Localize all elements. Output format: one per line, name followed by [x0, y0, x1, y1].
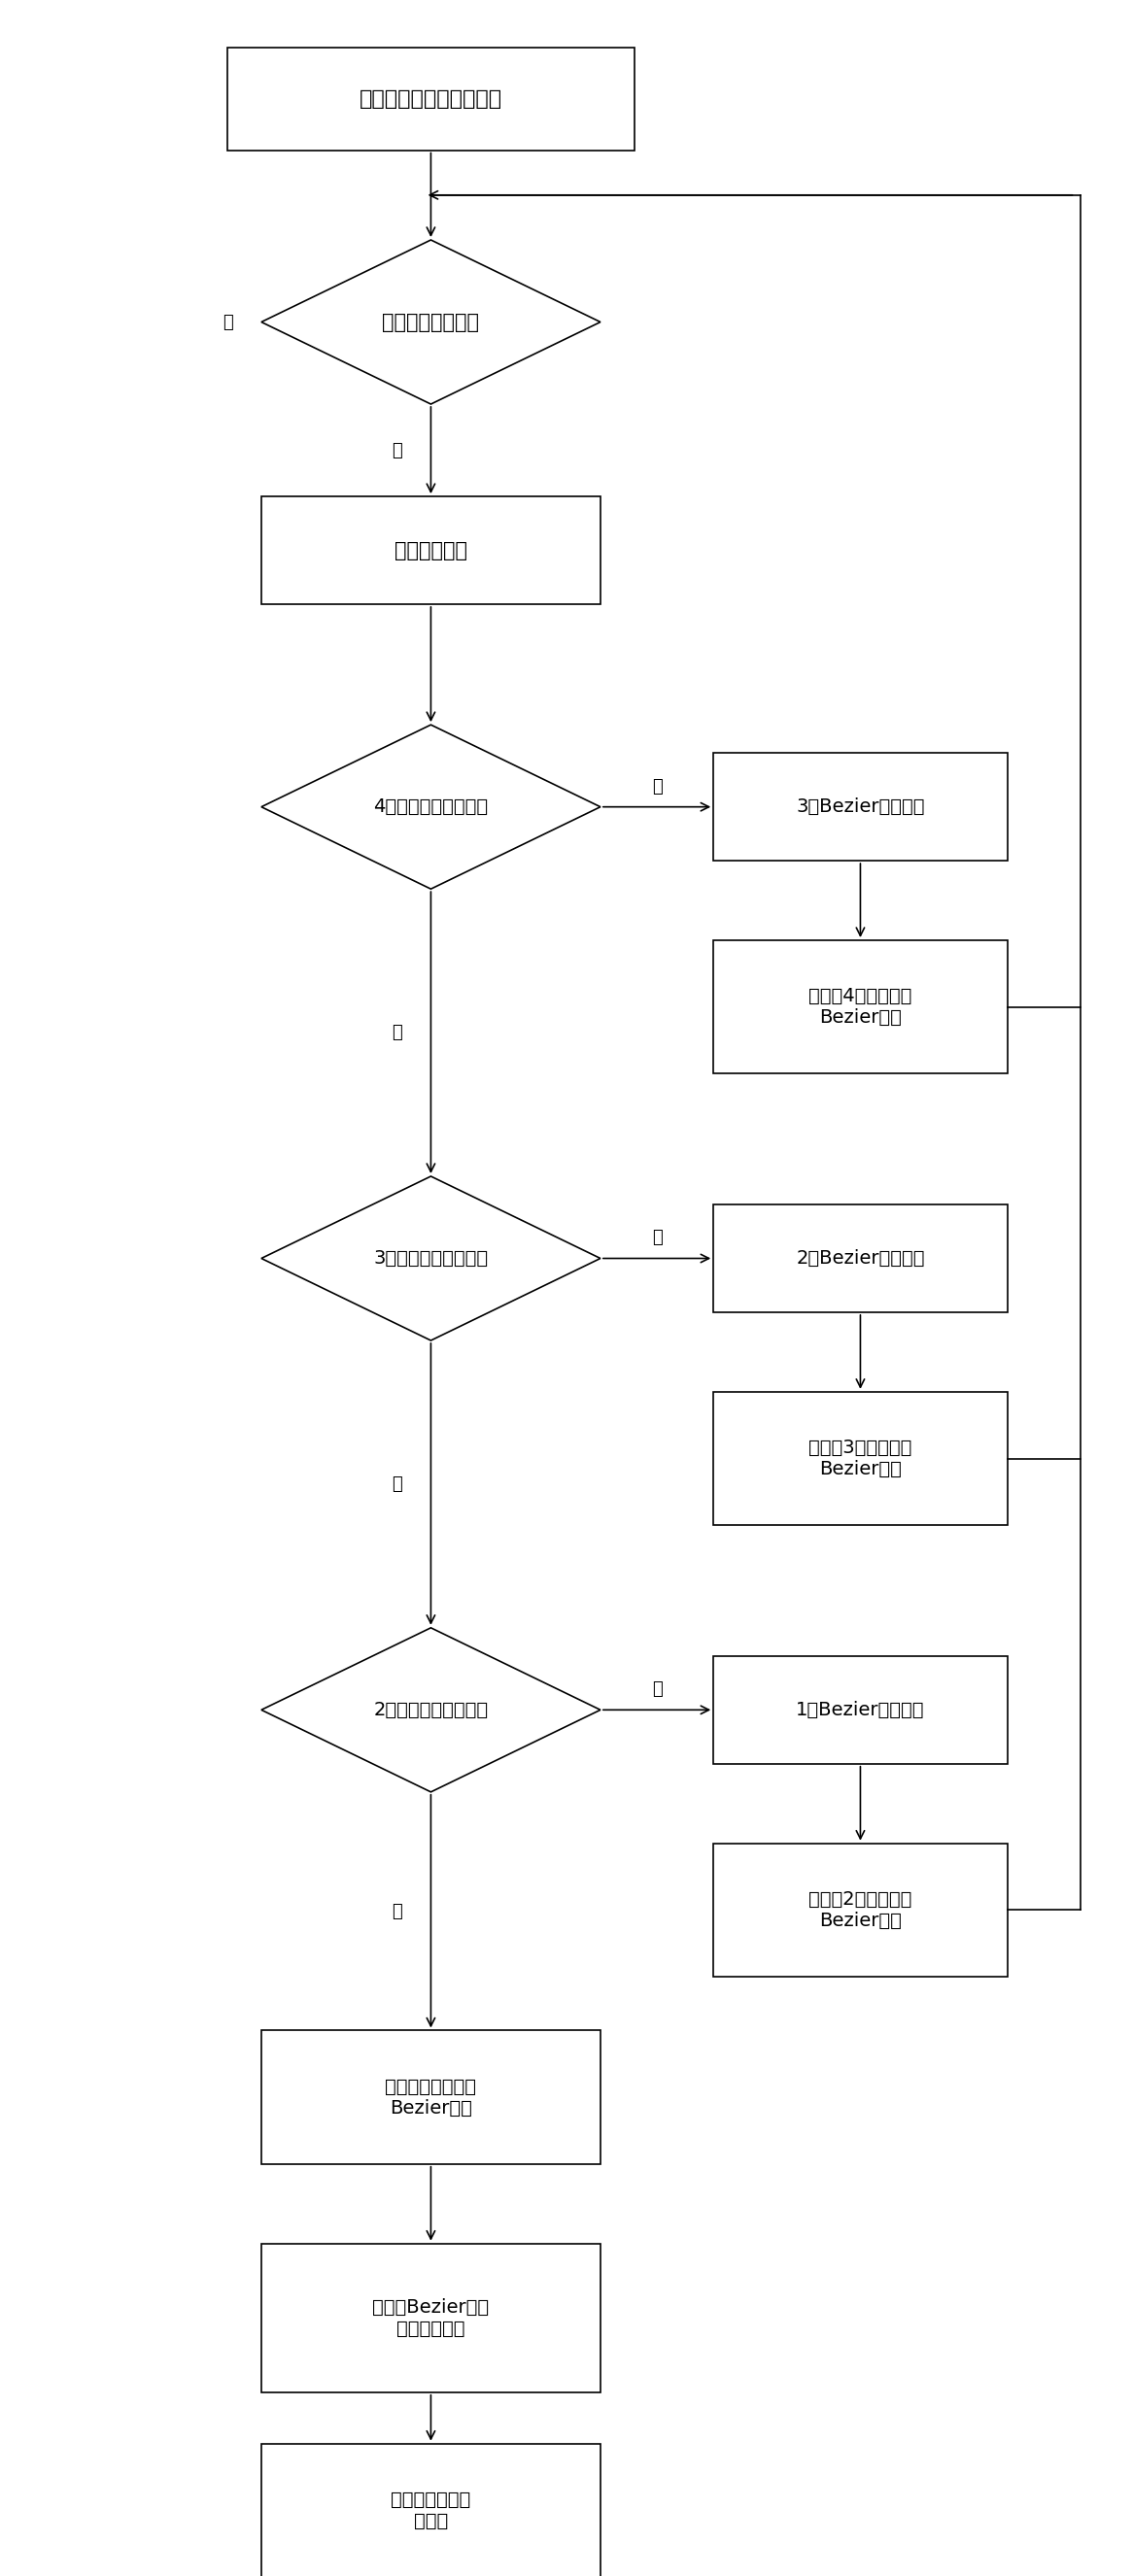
FancyBboxPatch shape	[714, 1206, 1007, 1311]
Text: 处理后续节点: 处理后续节点	[394, 541, 467, 559]
FancyBboxPatch shape	[262, 2030, 600, 2164]
Text: 是: 是	[651, 1229, 662, 1247]
FancyBboxPatch shape	[262, 2244, 600, 2393]
Text: 否: 否	[392, 1023, 402, 1041]
Text: 否: 否	[392, 1476, 402, 1494]
Text: 所有节点处理完毕: 所有节点处理完毕	[382, 312, 479, 332]
Text: 输出拼接后的最
终路径: 输出拼接后的最 终路径	[391, 2491, 471, 2530]
FancyBboxPatch shape	[714, 1844, 1007, 1976]
Text: 2次Bezier曲线处理: 2次Bezier曲线处理	[796, 1249, 925, 1267]
Polygon shape	[262, 1177, 600, 1340]
Text: 1次Bezier曲线处理: 1次Bezier曲线处理	[796, 1700, 925, 1718]
Polygon shape	[262, 1628, 600, 1793]
Text: 否: 否	[392, 440, 402, 459]
FancyBboxPatch shape	[262, 497, 600, 605]
Text: 是: 是	[651, 1680, 662, 1698]
FancyBboxPatch shape	[714, 752, 1007, 860]
Text: 3节点处理是否无障碍: 3节点处理是否无障碍	[374, 1249, 488, 1267]
Text: 3次Bezier曲线处理: 3次Bezier曲线处理	[796, 799, 925, 817]
Polygon shape	[262, 240, 600, 404]
Text: 4节点处理是否无障碍: 4节点处理是否无障碍	[374, 799, 488, 817]
FancyBboxPatch shape	[714, 1656, 1007, 1765]
Text: 否: 否	[392, 1904, 402, 1919]
Text: 输入初步获取的规划路径: 输入初步获取的规划路径	[359, 90, 502, 108]
FancyBboxPatch shape	[714, 940, 1007, 1074]
Text: 更新此2节点为一段
Bezier曲线: 更新此2节点为一段 Bezier曲线	[809, 1891, 912, 1929]
FancyBboxPatch shape	[262, 2445, 600, 2576]
Text: 是: 是	[222, 314, 233, 330]
Text: 对每段Bezier曲线
实现拼接处理: 对每段Bezier曲线 实现拼接处理	[373, 2298, 489, 2339]
FancyBboxPatch shape	[228, 46, 634, 149]
FancyBboxPatch shape	[714, 1391, 1007, 1525]
Text: 更新此3节点为一段
Bezier曲线: 更新此3节点为一段 Bezier曲线	[809, 1437, 912, 1479]
Text: 更新此4节点为一段
Bezier曲线: 更新此4节点为一段 Bezier曲线	[809, 987, 912, 1028]
Text: 是: 是	[651, 778, 662, 796]
Text: 2节点处理是否无障碍: 2节点处理是否无障碍	[374, 1700, 488, 1718]
Polygon shape	[262, 724, 600, 889]
Text: 更新该节点为一段
Bezier曲线: 更新该节点为一段 Bezier曲线	[385, 2076, 477, 2117]
